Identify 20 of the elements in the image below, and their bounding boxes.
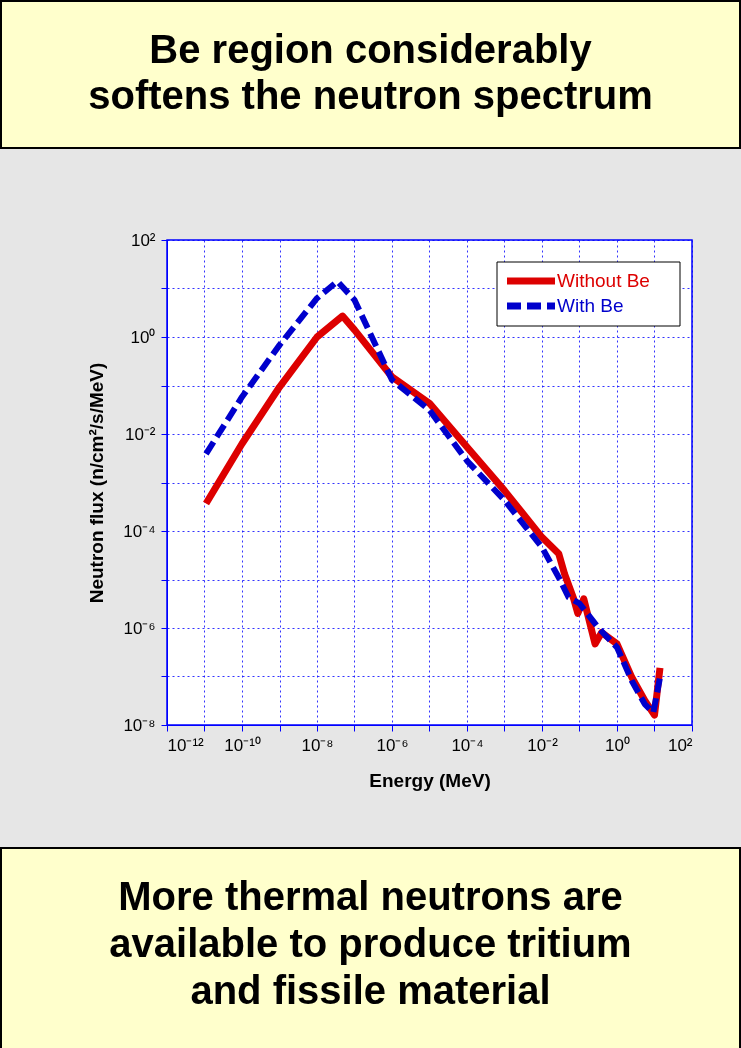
x-tick-label: 10⁻¹² <box>167 735 205 755</box>
text: More thermal neutrons are available to produce tritium and fissile material <box>109 874 632 1012</box>
y-tick-label: 10⁰ <box>130 327 156 347</box>
x-axis-title: Energy (MeV) <box>369 769 491 791</box>
y-tick-label: 10⁻² <box>124 424 156 444</box>
y-tick-label: 10⁻⁶ <box>123 618 156 638</box>
y-tick-label: 10⁻⁸ <box>123 715 156 735</box>
y-axis-title: Neutron flux (n/cm²/s/MeV) <box>86 362 108 604</box>
x-tick-label: 10⁻¹⁰ <box>224 735 261 755</box>
x-tick-label: 10⁻⁸ <box>301 735 334 755</box>
y-tick-label: 10² <box>130 230 156 250</box>
x-tick-label: 10² <box>667 735 693 755</box>
x-tick-label: 10⁻⁴ <box>451 735 484 755</box>
y-tick-label: 10⁻⁴ <box>123 521 156 541</box>
x-tick-label: 10⁰ <box>605 735 630 755</box>
legend-label: Without Be <box>557 270 650 291</box>
chart-title: Be region considerably softens the neutron spectrum <box>88 27 653 117</box>
legend-label: With Be <box>557 295 624 316</box>
x-tick-label: 10⁻² <box>527 735 559 755</box>
x-tick-label: 10⁻⁶ <box>376 735 409 755</box>
